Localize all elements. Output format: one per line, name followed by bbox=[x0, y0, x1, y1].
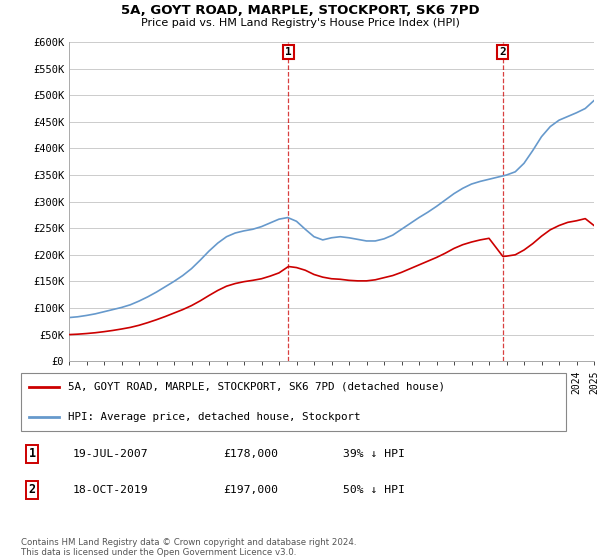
Text: 50% ↓ HPI: 50% ↓ HPI bbox=[343, 485, 405, 495]
Text: 2: 2 bbox=[499, 47, 506, 57]
Text: 1: 1 bbox=[285, 47, 292, 57]
FancyBboxPatch shape bbox=[21, 373, 566, 431]
Text: Contains HM Land Registry data © Crown copyright and database right 2024.
This d: Contains HM Land Registry data © Crown c… bbox=[21, 538, 356, 557]
Text: 2: 2 bbox=[29, 483, 36, 496]
Text: 5A, GOYT ROAD, MARPLE, STOCKPORT, SK6 7PD: 5A, GOYT ROAD, MARPLE, STOCKPORT, SK6 7P… bbox=[121, 4, 479, 17]
Text: 19-JUL-2007: 19-JUL-2007 bbox=[72, 449, 148, 459]
Text: Price paid vs. HM Land Registry's House Price Index (HPI): Price paid vs. HM Land Registry's House … bbox=[140, 18, 460, 28]
Text: 5A, GOYT ROAD, MARPLE, STOCKPORT, SK6 7PD (detached house): 5A, GOYT ROAD, MARPLE, STOCKPORT, SK6 7P… bbox=[68, 382, 445, 392]
Text: 39% ↓ HPI: 39% ↓ HPI bbox=[343, 449, 405, 459]
Text: £178,000: £178,000 bbox=[223, 449, 278, 459]
Text: 18-OCT-2019: 18-OCT-2019 bbox=[72, 485, 148, 495]
Text: £197,000: £197,000 bbox=[223, 485, 278, 495]
Text: HPI: Average price, detached house, Stockport: HPI: Average price, detached house, Stoc… bbox=[68, 412, 360, 422]
Text: 1: 1 bbox=[29, 447, 36, 460]
